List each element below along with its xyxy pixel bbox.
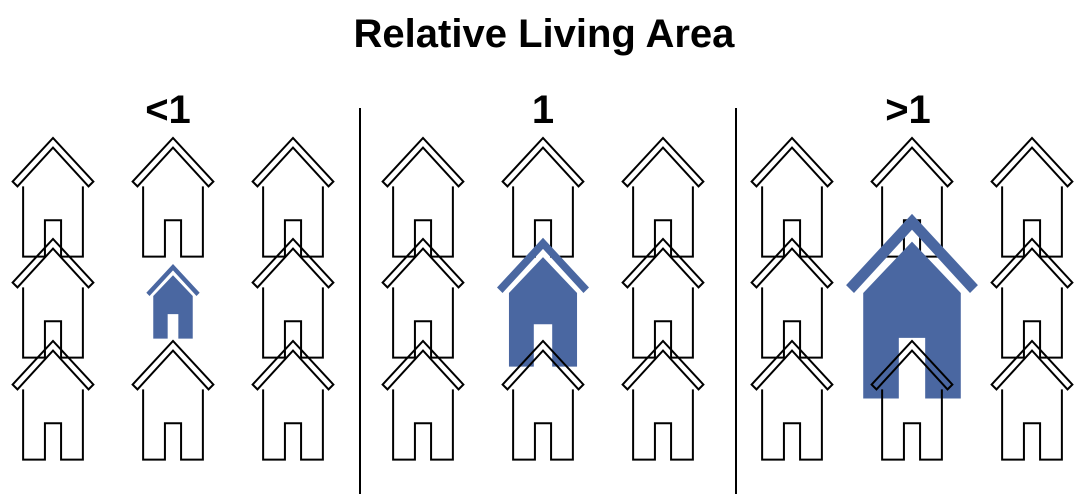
house-outline-icon	[990, 136, 1074, 258]
house-outline-icon	[251, 136, 335, 258]
house-outline-icon	[750, 339, 834, 461]
panel-label-greater-than-one: >1	[885, 88, 931, 132]
house-outline-icon	[750, 237, 834, 359]
house-outline-icon	[621, 136, 705, 258]
panel-divider	[735, 108, 737, 494]
house-filled-icon	[846, 213, 978, 399]
house-outline-icon	[11, 136, 95, 258]
panel-label-equal-one: 1	[531, 88, 555, 132]
house-outline-icon	[381, 136, 465, 258]
house-outline-icon	[501, 136, 585, 258]
house-outline-icon	[251, 237, 335, 359]
panel-label-less-than-one: <1	[145, 88, 191, 132]
house-outline-icon	[381, 237, 465, 359]
house-filled-icon	[497, 237, 589, 367]
house-outline-icon	[870, 136, 954, 258]
house-outline-icon	[750, 136, 834, 258]
panel-divider	[359, 108, 361, 494]
house-outline-icon	[131, 136, 215, 258]
house-outline-icon	[381, 339, 465, 461]
diagram-title: Relative Living Area	[353, 12, 735, 56]
house-outline-icon	[870, 339, 954, 461]
house-outline-icon	[11, 237, 95, 359]
house-outline-icon	[621, 339, 705, 461]
house-outline-icon	[11, 339, 95, 461]
house-filled-icon	[146, 263, 200, 339]
house-outline-icon	[501, 339, 585, 461]
house-outline-icon	[251, 339, 335, 461]
house-outline-icon	[990, 339, 1074, 461]
house-outline-icon	[621, 237, 705, 359]
house-outline-icon	[131, 339, 215, 461]
house-outline-icon	[990, 237, 1074, 359]
